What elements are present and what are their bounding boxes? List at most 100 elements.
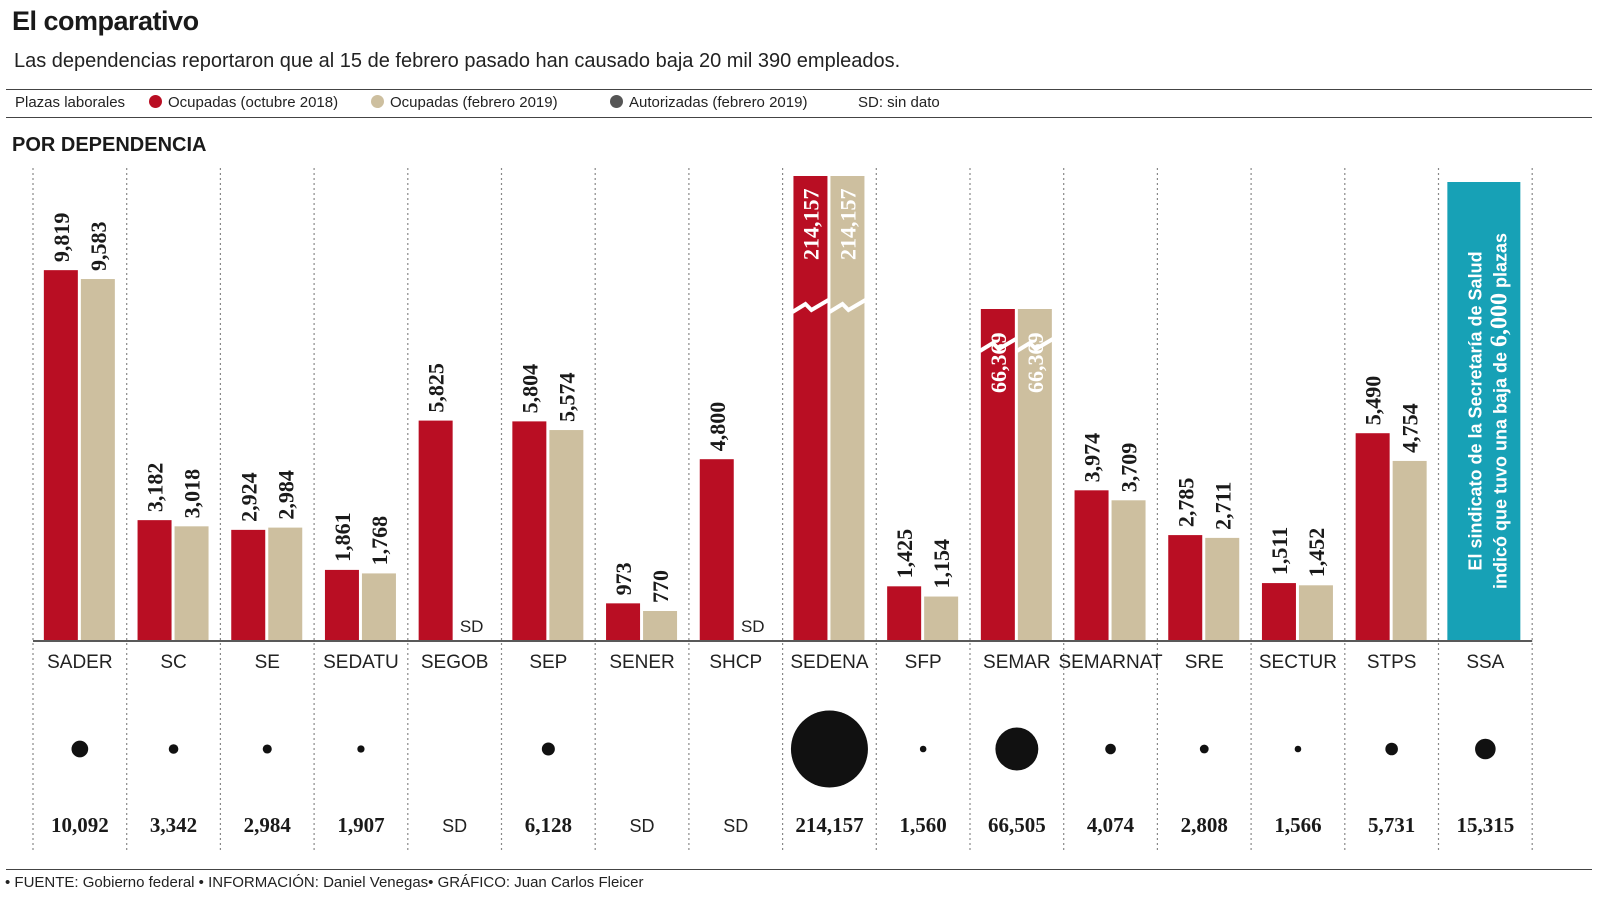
value-label-feb-stps: 4,754 bbox=[1398, 403, 1423, 453]
value-label-auth-sc: 3,342 bbox=[150, 813, 197, 837]
bubble-auth-ssa bbox=[1475, 738, 1496, 760]
bar-feb-sader bbox=[80, 279, 115, 640]
bubble-auth-sedatu bbox=[357, 745, 365, 753]
legend-dot-oct-icon bbox=[149, 95, 162, 108]
value-label-oct-sfp: 1,425 bbox=[892, 529, 917, 579]
category-label-sedatu: SEDATU bbox=[323, 652, 399, 673]
value-label-feb-se: 2,984 bbox=[273, 470, 298, 520]
ssa-annotation-part: indicó que tuvo una baja de bbox=[1490, 347, 1510, 589]
bar-feb-semar bbox=[1017, 309, 1052, 640]
category-label-sfp: SFP bbox=[905, 652, 942, 673]
value-label-feb-shcp: SD bbox=[741, 617, 765, 636]
bubble-auth-sc bbox=[168, 744, 179, 754]
bubble-auth-stps bbox=[1385, 742, 1398, 756]
bar-oct-semar bbox=[980, 309, 1015, 640]
legend-item-auth-label: Autorizadas (febrero 2019) bbox=[629, 94, 808, 111]
value-label-auth-sre: 2,808 bbox=[1181, 813, 1228, 837]
category-label-semarnat: SEMARNAT bbox=[1058, 652, 1163, 673]
value-label-feb-sader: 9,583 bbox=[86, 222, 111, 272]
bar-oct-sep bbox=[512, 421, 547, 640]
category-label-shcp: SHCP bbox=[709, 652, 762, 673]
bar-oct-sc bbox=[137, 520, 172, 640]
bar-oct-sectur bbox=[1261, 583, 1296, 640]
axis-break-oct-sedena bbox=[791, 298, 830, 314]
bubble-auth-sfp bbox=[919, 745, 927, 753]
value-label-oct-se: 2,924 bbox=[236, 472, 261, 522]
category-label-sedena: SEDENA bbox=[790, 652, 868, 673]
value-label-oct-sedatu: 1,861 bbox=[330, 512, 355, 562]
page-title: El comparativo bbox=[12, 6, 199, 36]
value-label-auth-sfp: 1,560 bbox=[900, 813, 947, 837]
axis-break-oct-semar bbox=[978, 337, 1017, 353]
value-label-auth-semarnat: 4,074 bbox=[1087, 813, 1135, 837]
value-label-oct-sedena: 214,157 bbox=[798, 189, 823, 261]
bar-oct-shcp bbox=[699, 459, 734, 640]
bar-oct-stps bbox=[1355, 433, 1390, 640]
category-label-sc: SC bbox=[160, 652, 186, 673]
bar-oct-semarnat bbox=[1074, 490, 1109, 640]
ssa-annotation-part: plazas bbox=[1490, 233, 1510, 293]
value-label-feb-sc: 3,018 bbox=[180, 469, 205, 519]
value-label-oct-stps: 5,490 bbox=[1361, 376, 1386, 426]
bar-oct-sedena bbox=[793, 176, 828, 640]
bubble-auth-se bbox=[262, 744, 272, 754]
value-label-oct-shcp: 4,800 bbox=[705, 402, 730, 452]
ssa-annotation-line1: El sindicato de la Secretaría de Salud bbox=[1465, 251, 1485, 570]
bar-oct-se bbox=[231, 529, 266, 640]
bar-feb-sfp bbox=[924, 596, 959, 640]
source-divider bbox=[6, 869, 1592, 870]
bubble-auth-semarnat bbox=[1105, 743, 1116, 755]
legend-item-feb: Ocupadas (febrero 2019) bbox=[371, 94, 558, 111]
value-label-feb-sfp: 1,154 bbox=[929, 539, 954, 589]
bubble-auth-sre bbox=[1199, 744, 1209, 754]
bubble-auth-semar bbox=[995, 727, 1039, 771]
value-label-feb-sedatu: 1,768 bbox=[367, 516, 392, 566]
legend-item-feb-label: Ocupadas (febrero 2019) bbox=[390, 94, 558, 111]
bubble-auth-sectur bbox=[1294, 745, 1302, 753]
bar-feb-sedatu bbox=[361, 573, 396, 640]
bar-oct-sedatu bbox=[324, 569, 359, 640]
axis-break-feb-semar bbox=[1015, 337, 1054, 353]
legend-note: SD: sin dato bbox=[858, 94, 940, 111]
value-label-feb-semar: 66,369 bbox=[1023, 333, 1048, 394]
bar-oct-sener bbox=[606, 603, 641, 640]
bar-feb-sener bbox=[643, 610, 678, 640]
value-label-auth-se: 2,984 bbox=[244, 813, 292, 837]
value-label-feb-sep: 5,574 bbox=[554, 373, 579, 423]
bar-feb-sedena bbox=[830, 176, 865, 640]
value-label-feb-segob: SD bbox=[460, 617, 484, 636]
legend-item-oct: Ocupadas (octubre 2018) bbox=[149, 94, 338, 111]
bar-oct-sfp bbox=[887, 586, 922, 640]
bubble-auth-sader bbox=[71, 740, 89, 758]
category-label-segob: SEGOB bbox=[421, 652, 489, 673]
ssa-annotation-box bbox=[1447, 182, 1521, 640]
bar-oct-sre bbox=[1168, 535, 1203, 640]
legend-dot-feb-icon bbox=[371, 95, 384, 108]
category-label-sre: SRE bbox=[1185, 652, 1224, 673]
bar-oct-sader bbox=[43, 270, 78, 640]
legend-item-auth: Autorizadas (febrero 2019) bbox=[610, 94, 807, 111]
value-label-oct-sader: 9,819 bbox=[49, 213, 74, 263]
value-label-auth-sedena: 214,157 bbox=[795, 813, 863, 837]
category-label-sectur: SECTUR bbox=[1259, 652, 1337, 673]
value-label-oct-semarnat: 3,974 bbox=[1080, 433, 1105, 483]
bar-feb-stps bbox=[1392, 460, 1427, 640]
value-label-oct-sep: 5,804 bbox=[517, 364, 542, 414]
ssa-annotation-part: 6,000 bbox=[1486, 293, 1512, 347]
value-label-auth-stps: 5,731 bbox=[1368, 813, 1415, 837]
page-subtitle: Las dependencias reportaron que al 15 de… bbox=[14, 50, 901, 72]
value-label-feb-sre: 2,711 bbox=[1210, 482, 1235, 530]
ssa-annotation-line2: indicó que tuvo una baja de 6,000 plazas bbox=[1486, 233, 1512, 589]
value-label-auth-shcp: SD bbox=[723, 816, 748, 836]
bubble-auth-sedena bbox=[790, 710, 868, 788]
category-label-ssa: SSA bbox=[1466, 652, 1504, 673]
value-label-feb-sedena: 214,157 bbox=[835, 189, 860, 261]
bar-feb-sectur bbox=[1298, 585, 1333, 640]
category-label-semar: SEMAR bbox=[983, 652, 1051, 673]
bar-feb-sep bbox=[549, 430, 584, 640]
value-label-feb-sener: 770 bbox=[648, 570, 673, 603]
value-label-auth-segob: SD bbox=[442, 816, 467, 836]
value-label-oct-segob: 5,825 bbox=[424, 363, 449, 413]
bar-feb-sc bbox=[174, 526, 209, 640]
